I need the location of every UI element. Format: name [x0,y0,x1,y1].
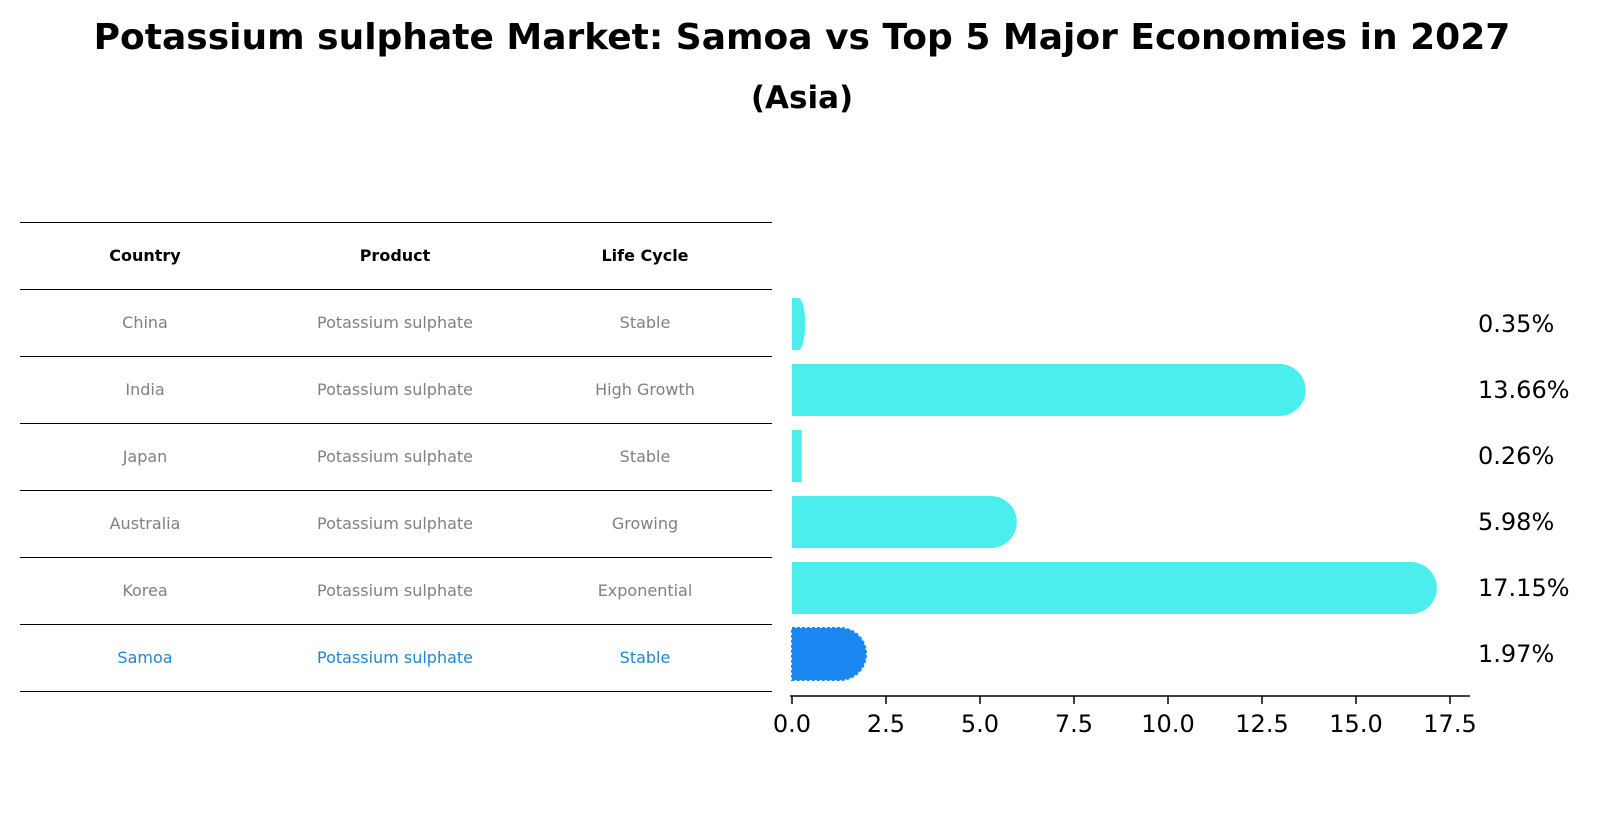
cell-life-cycle: Stable [619,648,671,667]
cell-life-cycle: Stable [619,447,671,466]
cell-life-cycle: High Growth [595,380,695,399]
bar-china [792,298,806,350]
x-tick-label: 5.0 [961,710,999,738]
cell-product: Potassium sulphate [316,447,473,466]
cell-life-cycle: Stable [619,313,671,332]
x-tick-label: 17.5 [1423,710,1476,738]
header-life-cycle: Life Cycle [601,246,689,265]
cell-country: Samoa [117,648,173,667]
cell-life-cycle: Exponential [597,581,693,600]
value-label-australia: 5.98% [1478,508,1554,536]
cell-product: Potassium sulphate [316,514,473,533]
value-label-japan: 0.26% [1478,442,1554,470]
header-country: Country [109,246,181,265]
table-row: Australia Potassium sulphate Growing [20,491,772,558]
cell-country: Australia [109,514,181,533]
table-row: India Potassium sulphate High Growth [20,357,772,424]
cell-life-cycle: Growing [611,514,679,533]
table-row: China Potassium sulphate Stable [20,290,772,357]
value-label-india: 13.66% [1478,376,1570,404]
bar-korea [792,562,1437,614]
bar-india [792,364,1306,416]
x-tick-label: 7.5 [1055,710,1093,738]
cell-product: Potassium sulphate [316,648,473,667]
table-row: Japan Potassium sulphate Stable [20,424,772,491]
cell-country: China [122,313,168,332]
cell-product: Potassium sulphate [316,581,473,600]
cell-country: Japan [122,447,168,466]
value-label-korea: 17.15% [1478,574,1570,602]
country-table: Country Product Life Cycle China Potassi… [20,222,772,692]
cell-country: Korea [122,581,168,600]
table-row: Korea Potassium sulphate Exponential [20,558,772,625]
x-tick-label: 12.5 [1235,710,1288,738]
x-tick-label: 0.0 [773,710,811,738]
value-label-samoa: 1.97% [1478,640,1554,668]
value-label-china: 0.35% [1478,310,1554,338]
x-tick-label: 10.0 [1141,710,1194,738]
cell-product: Potassium sulphate [316,380,473,399]
x-tick-label: 15.0 [1329,710,1382,738]
table-row-highlight: Samoa Potassium sulphate Stable [20,625,772,692]
chart-subtitle: (Asia) [750,80,854,116]
bar-japan [792,430,802,482]
cell-product: Potassium sulphate [316,313,473,332]
cell-country: India [125,380,165,399]
bar-australia [792,496,1017,548]
x-tick-label: 2.5 [867,710,905,738]
header-product: Product [359,246,431,265]
bar-samoa [791,627,868,681]
chart-title: Potassium sulphate Market: Samoa vs Top … [93,17,1511,58]
table-header-row: Country Product Life Cycle [20,222,772,290]
